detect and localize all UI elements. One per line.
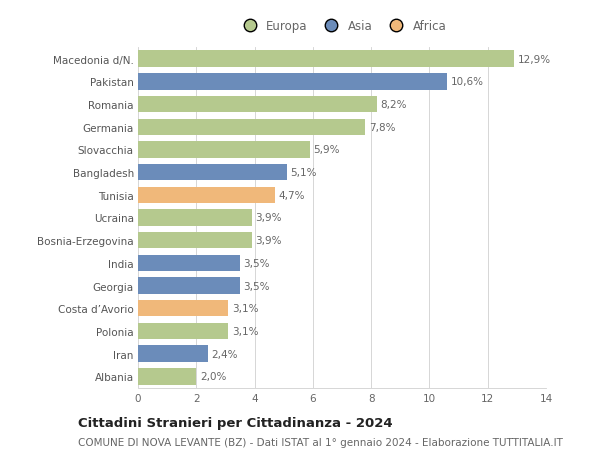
Bar	[138, 51, 514, 67]
Bar	[138, 165, 287, 181]
Text: COMUNE DI NOVA LEVANTE (BZ) - Dati ISTAT al 1° gennaio 2024 - Elaborazione TUTTI: COMUNE DI NOVA LEVANTE (BZ) - Dati ISTAT…	[78, 437, 563, 447]
Bar	[138, 187, 275, 203]
Text: 3,5%: 3,5%	[244, 281, 270, 291]
Bar	[138, 255, 240, 271]
Text: Cittadini Stranieri per Cittadinanza - 2024: Cittadini Stranieri per Cittadinanza - 2…	[78, 416, 392, 429]
Bar	[138, 323, 229, 339]
Text: 2,4%: 2,4%	[211, 349, 238, 359]
Text: 12,9%: 12,9%	[517, 55, 551, 65]
Text: 3,5%: 3,5%	[244, 258, 270, 269]
Bar	[138, 97, 377, 113]
Text: 4,7%: 4,7%	[278, 190, 305, 201]
Bar	[138, 346, 208, 362]
Bar	[138, 301, 229, 317]
Text: 5,1%: 5,1%	[290, 168, 317, 178]
Bar	[138, 278, 240, 294]
Text: 5,9%: 5,9%	[313, 145, 340, 155]
Bar	[138, 119, 365, 135]
Text: 7,8%: 7,8%	[369, 123, 395, 133]
Text: 3,1%: 3,1%	[232, 326, 259, 336]
Text: 3,9%: 3,9%	[255, 213, 281, 223]
Bar	[138, 142, 310, 158]
Text: 3,9%: 3,9%	[255, 235, 281, 246]
Text: 3,1%: 3,1%	[232, 303, 259, 313]
Text: 2,0%: 2,0%	[200, 371, 226, 381]
Bar	[138, 369, 196, 385]
Bar	[138, 210, 251, 226]
Legend: Europa, Asia, Africa: Europa, Asia, Africa	[238, 20, 446, 33]
Text: 10,6%: 10,6%	[451, 77, 484, 87]
Text: 8,2%: 8,2%	[380, 100, 407, 110]
Bar	[138, 74, 447, 90]
Bar	[138, 233, 251, 249]
